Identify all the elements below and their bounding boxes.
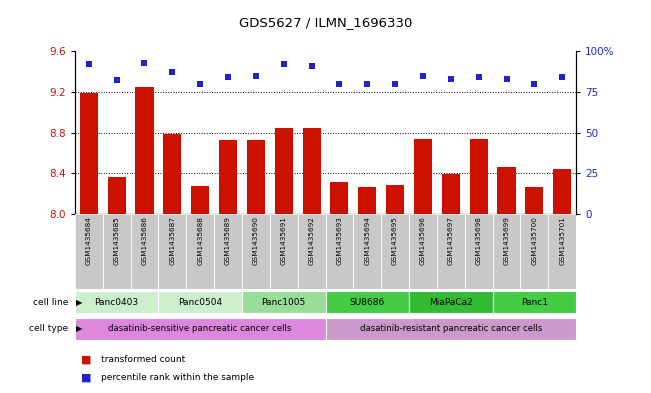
Bar — [469, 139, 488, 214]
Text: GSM1435687: GSM1435687 — [169, 217, 175, 265]
Bar — [191, 185, 209, 214]
Bar — [409, 291, 493, 314]
Text: GSM1435699: GSM1435699 — [503, 217, 510, 265]
Text: GSM1435686: GSM1435686 — [141, 217, 148, 265]
Bar — [330, 182, 348, 214]
Bar — [219, 140, 237, 214]
Bar — [135, 87, 154, 214]
Text: cell type: cell type — [29, 325, 68, 333]
Text: GSM1435697: GSM1435697 — [448, 217, 454, 265]
Text: GSM1435690: GSM1435690 — [253, 217, 259, 265]
Point — [83, 61, 94, 67]
Bar — [79, 93, 98, 214]
Bar — [437, 214, 465, 289]
Bar — [75, 318, 326, 340]
Text: Panc0403: Panc0403 — [94, 298, 139, 307]
Text: cell line: cell line — [33, 298, 68, 307]
Text: GSM1435694: GSM1435694 — [365, 217, 370, 265]
Text: MiaPaCa2: MiaPaCa2 — [429, 298, 473, 307]
Text: Panc0504: Panc0504 — [178, 298, 222, 307]
Text: GSM1435688: GSM1435688 — [197, 217, 203, 265]
Bar — [158, 291, 242, 314]
Point — [111, 77, 122, 84]
Bar — [242, 214, 270, 289]
Bar — [353, 214, 381, 289]
Bar — [247, 140, 265, 214]
Bar — [326, 291, 409, 314]
Bar — [525, 187, 544, 214]
Bar — [163, 134, 182, 214]
Text: GSM1435685: GSM1435685 — [114, 217, 120, 265]
Text: dasatinib-resistant pancreatic cancer cells: dasatinib-resistant pancreatic cancer ce… — [359, 325, 542, 333]
Text: percentile rank within the sample: percentile rank within the sample — [101, 373, 254, 382]
Text: dasatinib-sensitive pancreatic cancer cells: dasatinib-sensitive pancreatic cancer ce… — [109, 325, 292, 333]
Bar — [242, 291, 326, 314]
Point — [362, 81, 372, 87]
Bar — [131, 214, 158, 289]
Point — [139, 59, 150, 66]
Text: ■: ■ — [81, 373, 92, 383]
Point — [251, 72, 261, 79]
Bar — [75, 291, 158, 314]
Bar — [270, 214, 298, 289]
Bar — [414, 139, 432, 214]
Bar — [326, 318, 576, 340]
Point — [195, 81, 206, 87]
Bar — [275, 128, 293, 214]
Point — [473, 74, 484, 80]
Text: GSM1435698: GSM1435698 — [476, 217, 482, 265]
Bar — [386, 185, 404, 214]
Point — [279, 61, 289, 67]
Text: GSM1435689: GSM1435689 — [225, 217, 231, 265]
Text: GSM1435693: GSM1435693 — [337, 217, 342, 265]
Point — [445, 76, 456, 82]
Point — [501, 76, 512, 82]
Text: Panc1: Panc1 — [521, 298, 548, 307]
Bar — [520, 214, 548, 289]
Bar — [548, 214, 576, 289]
Text: SU8686: SU8686 — [350, 298, 385, 307]
Text: ▶: ▶ — [76, 325, 83, 333]
Bar — [186, 214, 214, 289]
Bar — [442, 174, 460, 214]
Point — [529, 81, 540, 87]
Text: GSM1435695: GSM1435695 — [392, 217, 398, 265]
Point — [557, 74, 568, 80]
Bar — [493, 214, 520, 289]
Point — [167, 69, 178, 75]
Text: GSM1435700: GSM1435700 — [531, 217, 537, 265]
Bar — [158, 214, 186, 289]
Bar — [75, 214, 103, 289]
Bar — [326, 214, 353, 289]
Bar — [553, 169, 572, 214]
Point — [418, 72, 428, 79]
Text: GSM1435696: GSM1435696 — [420, 217, 426, 265]
Bar — [358, 187, 376, 214]
Bar — [381, 214, 409, 289]
Point — [334, 81, 344, 87]
Text: GSM1435691: GSM1435691 — [281, 217, 286, 265]
Text: GSM1435692: GSM1435692 — [309, 217, 314, 265]
Bar — [465, 214, 493, 289]
Text: GSM1435684: GSM1435684 — [86, 217, 92, 265]
Bar — [303, 128, 321, 214]
Bar — [103, 214, 131, 289]
Text: GDS5627 / ILMN_1696330: GDS5627 / ILMN_1696330 — [239, 17, 412, 29]
Text: GSM1435701: GSM1435701 — [559, 217, 565, 265]
Bar — [298, 214, 326, 289]
Point — [307, 62, 317, 69]
Bar — [493, 291, 576, 314]
Bar — [107, 178, 126, 214]
Text: ■: ■ — [81, 355, 92, 365]
Point — [223, 74, 233, 80]
Text: Panc1005: Panc1005 — [262, 298, 306, 307]
Text: transformed count: transformed count — [101, 356, 185, 364]
Point — [390, 81, 400, 87]
Bar — [497, 167, 516, 214]
Bar — [409, 214, 437, 289]
Bar — [214, 214, 242, 289]
Text: ▶: ▶ — [76, 298, 83, 307]
